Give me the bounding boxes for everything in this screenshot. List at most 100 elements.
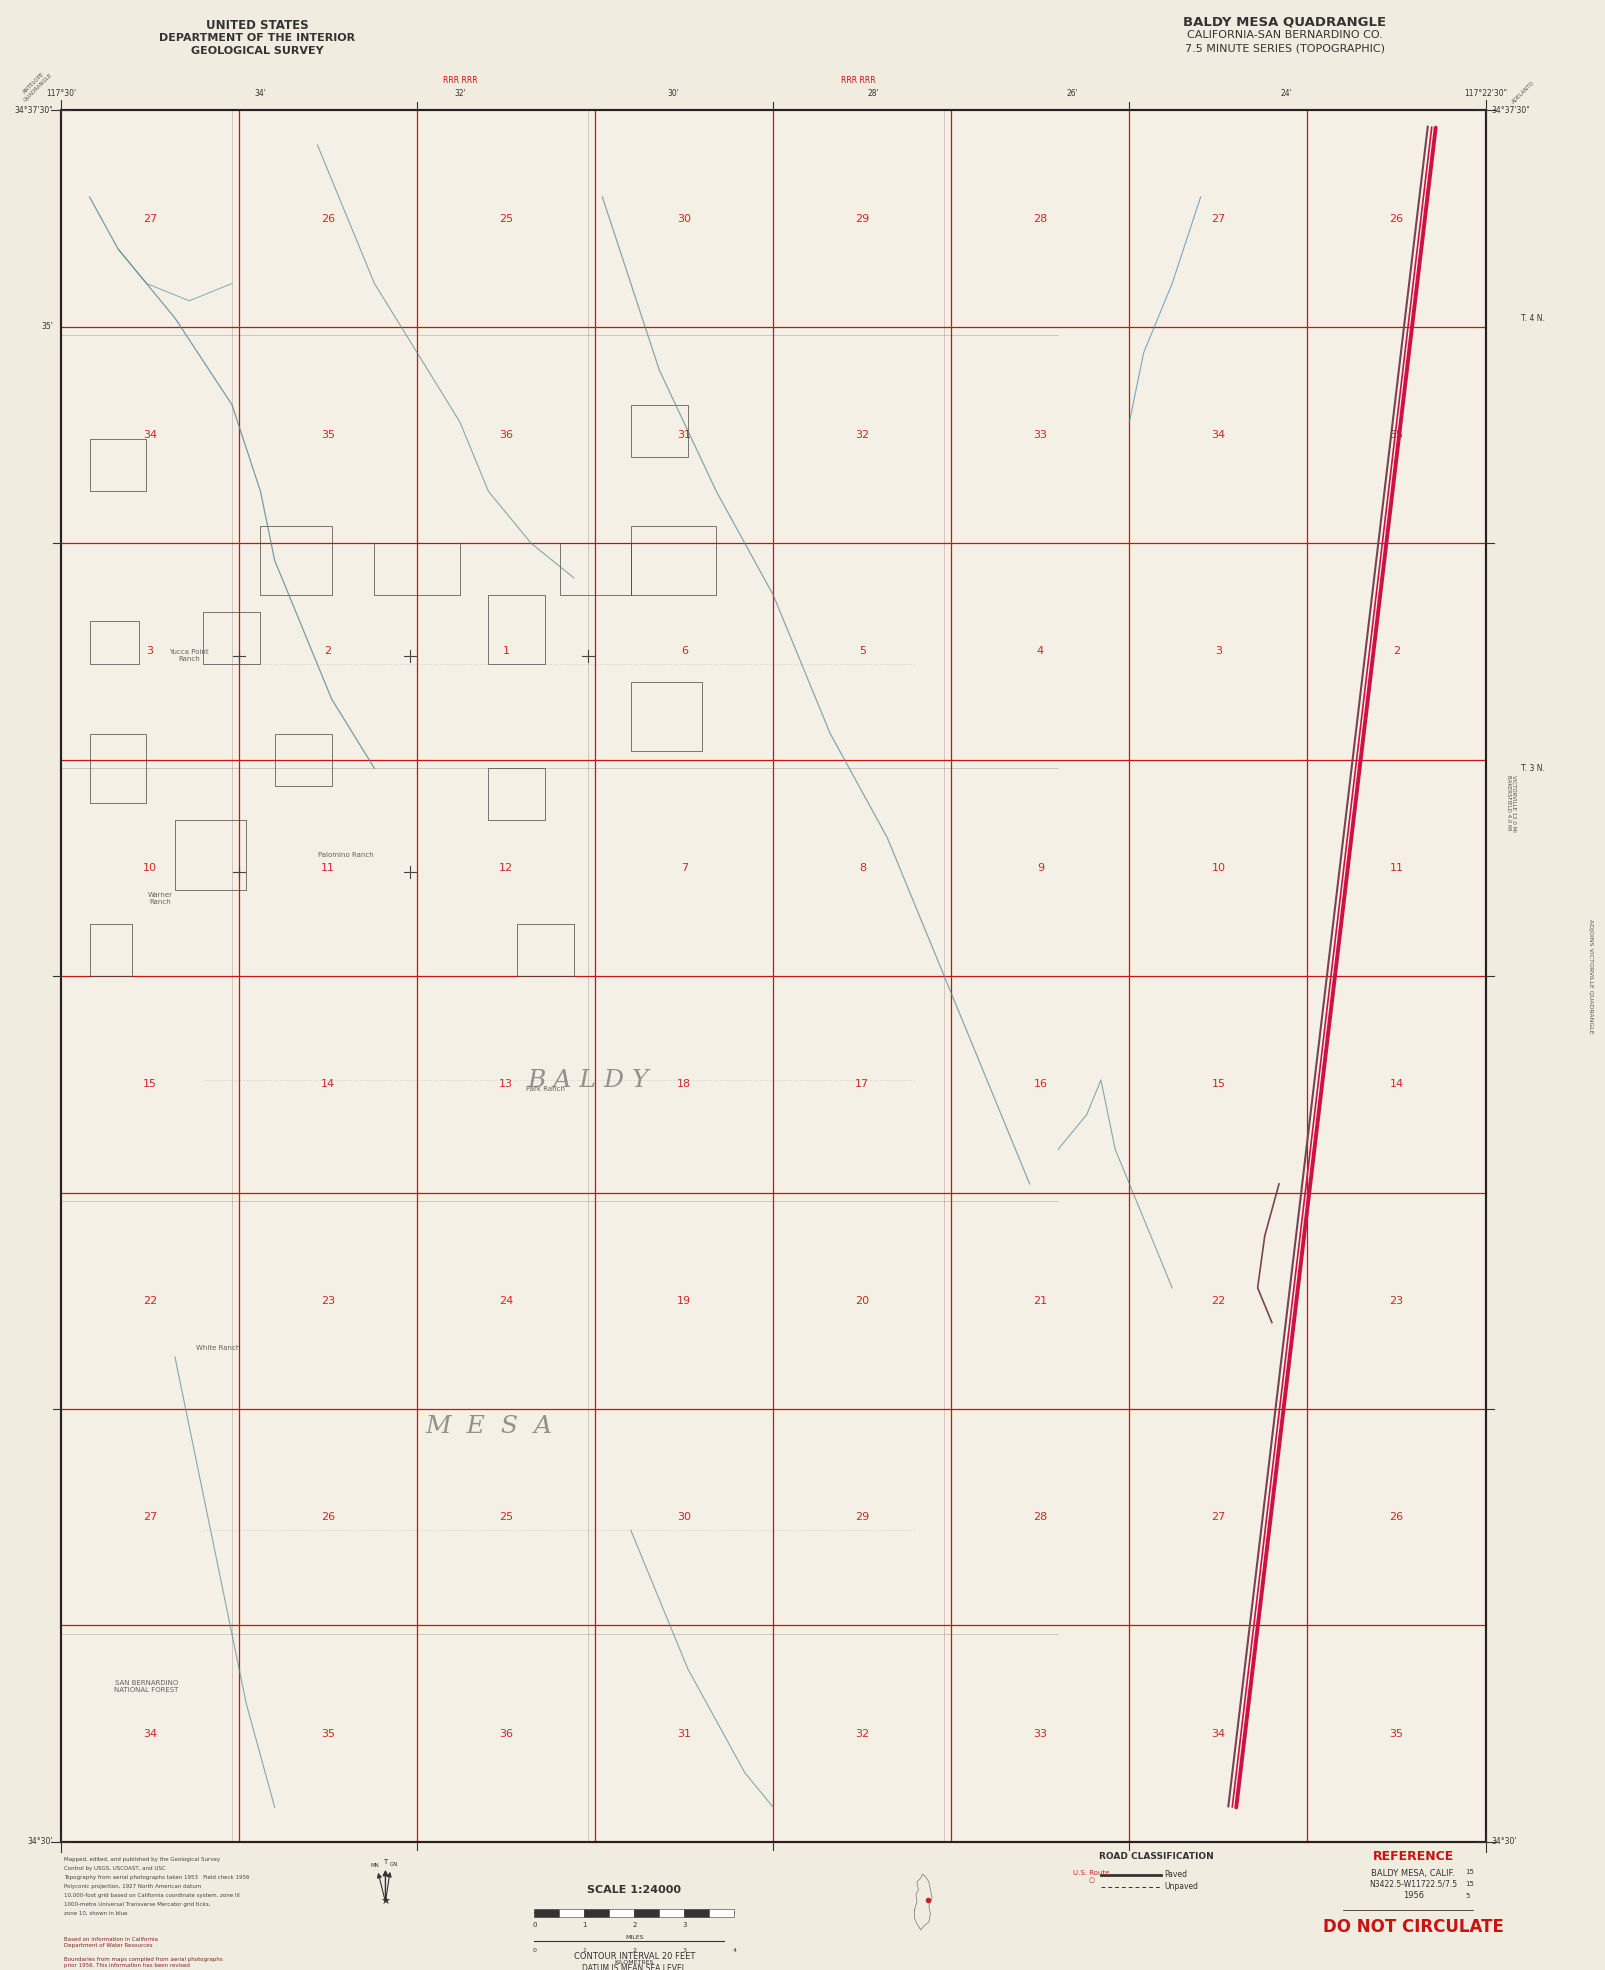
Text: 22: 22 <box>1210 1296 1225 1306</box>
Text: 32: 32 <box>855 429 868 439</box>
Text: 117°30': 117°30' <box>47 89 75 98</box>
Text: SCALE 1:24000: SCALE 1:24000 <box>587 1885 681 1895</box>
Text: DO NOT CIRCULATE: DO NOT CIRCULATE <box>1323 1919 1502 1937</box>
Text: 25: 25 <box>499 213 514 223</box>
Text: M  E  S  A: M E S A <box>425 1414 552 1438</box>
Text: 1: 1 <box>581 1923 586 1929</box>
Text: 26: 26 <box>321 1513 335 1523</box>
Text: 24': 24' <box>1279 89 1290 98</box>
Text: 21: 21 <box>1032 1296 1046 1306</box>
Text: 27: 27 <box>1210 1513 1225 1523</box>
Text: 3: 3 <box>682 1923 687 1929</box>
Bar <box>90 733 146 804</box>
Bar <box>274 733 332 786</box>
Text: 16: 16 <box>1032 1080 1046 1089</box>
Bar <box>534 1909 559 1917</box>
Text: zone 10, shown in blue: zone 10, shown in blue <box>64 1911 128 1917</box>
Text: 26: 26 <box>1388 1513 1403 1523</box>
Text: 11: 11 <box>1388 863 1403 873</box>
Text: ROAD CLASSIFICATION: ROAD CLASSIFICATION <box>1098 1852 1213 1862</box>
Text: 1: 1 <box>502 646 509 656</box>
Text: 32': 32' <box>454 89 465 98</box>
Text: Based on information in California
Department of Water Resources: Based on information in California Depar… <box>64 1937 159 1948</box>
Text: 13: 13 <box>499 1080 514 1089</box>
Text: 31: 31 <box>677 429 690 439</box>
Text: 14: 14 <box>321 1080 335 1089</box>
Text: 30': 30' <box>668 89 679 98</box>
Text: GEOLOGICAL SURVEY: GEOLOGICAL SURVEY <box>191 45 323 55</box>
Text: 34: 34 <box>1210 429 1225 439</box>
Bar <box>204 613 260 664</box>
Text: 4: 4 <box>732 1948 737 1952</box>
Bar <box>660 1909 684 1917</box>
Text: 30: 30 <box>677 1513 690 1523</box>
Text: 34: 34 <box>1210 1730 1225 1740</box>
Bar <box>488 595 546 664</box>
Bar <box>260 526 332 595</box>
Text: 36: 36 <box>499 1730 514 1740</box>
Bar <box>61 110 1485 1842</box>
Text: 23: 23 <box>1388 1296 1403 1306</box>
Text: 34°37'30": 34°37'30" <box>1491 106 1530 114</box>
Text: 17: 17 <box>855 1080 868 1089</box>
Text: 26: 26 <box>321 213 335 223</box>
Text: 24: 24 <box>499 1296 514 1306</box>
Text: Control by USGS, USCOAST, and USC: Control by USGS, USCOAST, and USC <box>64 1866 165 1872</box>
Text: MILES: MILES <box>624 1935 644 1940</box>
Text: RRR RRR: RRR RRR <box>841 77 875 85</box>
Text: 34: 34 <box>143 429 157 439</box>
Text: 14: 14 <box>1388 1080 1403 1089</box>
Text: 35: 35 <box>321 1730 335 1740</box>
Bar <box>90 439 146 491</box>
Text: White Ranch: White Ranch <box>196 1346 239 1351</box>
Text: 26': 26' <box>1066 89 1077 98</box>
Text: 23: 23 <box>321 1296 335 1306</box>
Bar <box>517 924 573 975</box>
Text: 9: 9 <box>1037 863 1043 873</box>
Text: 34: 34 <box>143 1730 157 1740</box>
Text: T: T <box>384 1860 387 1866</box>
Text: 34°30': 34°30' <box>1491 1838 1517 1846</box>
Text: Boundaries from maps compiled from aerial photographs
prior 1956. This informati: Boundaries from maps compiled from aeria… <box>64 1956 223 1968</box>
Text: DATUM IS MEAN SEA LEVEL: DATUM IS MEAN SEA LEVEL <box>583 1964 685 1970</box>
Text: B A L D Y: B A L D Y <box>526 1068 648 1091</box>
Text: 27: 27 <box>1210 213 1225 223</box>
Text: 20: 20 <box>855 1296 868 1306</box>
Bar <box>608 1909 634 1917</box>
Text: 18: 18 <box>677 1080 690 1089</box>
Text: 8: 8 <box>859 863 865 873</box>
Text: 2: 2 <box>632 1923 636 1929</box>
Text: 28: 28 <box>1032 1513 1046 1523</box>
Text: Paved: Paved <box>1164 1870 1186 1879</box>
Text: 35: 35 <box>1388 429 1403 439</box>
Text: Mapped, edited, and published by the Geological Survey: Mapped, edited, and published by the Geo… <box>64 1858 220 1862</box>
Text: 3: 3 <box>1215 646 1221 656</box>
Text: 11: 11 <box>321 863 335 873</box>
Text: 26: 26 <box>1388 213 1403 223</box>
Bar <box>559 1909 584 1917</box>
Bar <box>684 1909 709 1917</box>
Bar <box>175 820 246 890</box>
Text: 1000-metre Universal Transverse Mercator grid ticks,: 1000-metre Universal Transverse Mercator… <box>64 1901 210 1907</box>
Text: 34°37'30": 34°37'30" <box>14 106 53 114</box>
Text: 15: 15 <box>1464 1881 1473 1887</box>
Text: 4: 4 <box>1037 646 1043 656</box>
Text: 34°30': 34°30' <box>27 1838 53 1846</box>
Bar <box>584 1909 608 1917</box>
Text: 30: 30 <box>677 213 690 223</box>
Text: 36: 36 <box>499 429 514 439</box>
Text: 7: 7 <box>681 863 687 873</box>
Text: REFERENCE: REFERENCE <box>1372 1850 1453 1864</box>
Text: 22: 22 <box>143 1296 157 1306</box>
Text: 33: 33 <box>1032 429 1046 439</box>
Text: 27: 27 <box>143 1513 157 1523</box>
Text: Palomino Ranch: Palomino Ranch <box>318 851 374 857</box>
Text: GN: GN <box>388 1862 398 1868</box>
Text: 7.5 MINUTE SERIES (TOPOGRAPHIC): 7.5 MINUTE SERIES (TOPOGRAPHIC) <box>1184 43 1384 53</box>
Text: 3: 3 <box>682 1948 685 1952</box>
Text: KILOMETRES: KILOMETRES <box>615 1960 653 1964</box>
Text: DEPARTMENT OF THE INTERIOR: DEPARTMENT OF THE INTERIOR <box>159 33 355 43</box>
Bar <box>631 404 687 457</box>
Text: 117°22'30": 117°22'30" <box>1464 89 1505 98</box>
Text: UNITED STATES: UNITED STATES <box>205 18 308 32</box>
